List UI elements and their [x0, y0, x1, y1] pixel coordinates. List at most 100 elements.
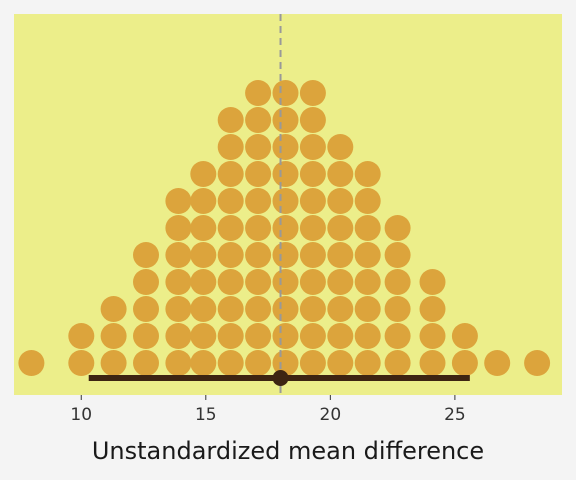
dot	[419, 269, 446, 295]
dot	[299, 107, 326, 133]
dot	[299, 134, 326, 160]
dot	[327, 188, 354, 214]
dot	[484, 350, 511, 376]
dot	[245, 269, 272, 295]
dot	[451, 350, 478, 376]
dot	[190, 269, 217, 295]
dot	[272, 296, 299, 322]
dot-stacks	[18, 80, 551, 376]
dot	[190, 323, 217, 349]
dot	[384, 350, 411, 376]
dot	[419, 350, 446, 376]
dot	[68, 350, 95, 376]
dot	[190, 242, 217, 268]
dot	[272, 215, 299, 241]
dot	[190, 215, 217, 241]
dot	[133, 242, 159, 268]
dot	[327, 215, 354, 241]
dot	[245, 161, 272, 187]
dot	[217, 161, 244, 187]
dot	[217, 215, 244, 241]
dot	[133, 323, 159, 349]
dot	[245, 80, 272, 106]
dot	[272, 323, 299, 349]
dot	[190, 350, 217, 376]
dot	[354, 269, 381, 295]
dot	[133, 269, 159, 295]
x-tick-label: 15	[195, 405, 217, 425]
dot	[419, 296, 446, 322]
dot	[217, 350, 244, 376]
dot	[419, 323, 446, 349]
dot	[272, 161, 299, 187]
dot	[272, 80, 299, 106]
dot	[354, 188, 381, 214]
dot	[272, 134, 299, 160]
dot	[327, 350, 354, 376]
dot	[18, 350, 45, 376]
dot	[100, 350, 127, 376]
dot	[299, 161, 326, 187]
dot	[524, 350, 551, 376]
dot	[272, 107, 299, 133]
dot	[245, 107, 272, 133]
dot	[217, 296, 244, 322]
dot	[384, 296, 411, 322]
dot	[384, 323, 411, 349]
dot	[354, 242, 381, 268]
dot	[245, 134, 272, 160]
dot	[299, 323, 326, 349]
dot	[245, 323, 272, 349]
dot	[217, 107, 244, 133]
dot	[354, 161, 381, 187]
dot	[190, 296, 217, 322]
dot	[327, 323, 354, 349]
dot	[354, 350, 381, 376]
dot	[165, 188, 192, 214]
dot	[165, 269, 192, 295]
dot	[299, 269, 326, 295]
dot	[299, 188, 326, 214]
dot	[327, 134, 354, 160]
dot	[272, 350, 299, 376]
dot	[165, 350, 192, 376]
dot	[299, 80, 326, 106]
x-tick-label: 25	[444, 405, 466, 425]
dot	[68, 323, 95, 349]
dot	[245, 242, 272, 268]
dot	[245, 188, 272, 214]
dot	[217, 134, 244, 160]
dot	[217, 188, 244, 214]
dot	[272, 188, 299, 214]
dot	[165, 323, 192, 349]
x-tick-label: 20	[320, 405, 342, 425]
dot	[272, 242, 299, 268]
dot	[217, 242, 244, 268]
x-tick-label: 10	[70, 405, 92, 425]
dot	[245, 350, 272, 376]
dot	[354, 296, 381, 322]
dot	[245, 215, 272, 241]
dot	[190, 188, 217, 214]
dot	[327, 242, 354, 268]
dot	[354, 215, 381, 241]
dot	[299, 350, 326, 376]
dot	[133, 350, 159, 376]
dot	[451, 323, 478, 349]
dot	[245, 296, 272, 322]
dot	[327, 161, 354, 187]
dot	[100, 323, 127, 349]
dot	[133, 296, 159, 322]
dot	[217, 269, 244, 295]
dot	[217, 323, 244, 349]
dot	[299, 296, 326, 322]
dot	[299, 215, 326, 241]
dot	[190, 161, 217, 187]
interval-point	[272, 370, 289, 386]
dot	[299, 242, 326, 268]
x-axis-title: Unstandardized mean difference	[92, 437, 484, 465]
dot	[384, 269, 411, 295]
dot	[327, 269, 354, 295]
dot	[384, 242, 411, 268]
